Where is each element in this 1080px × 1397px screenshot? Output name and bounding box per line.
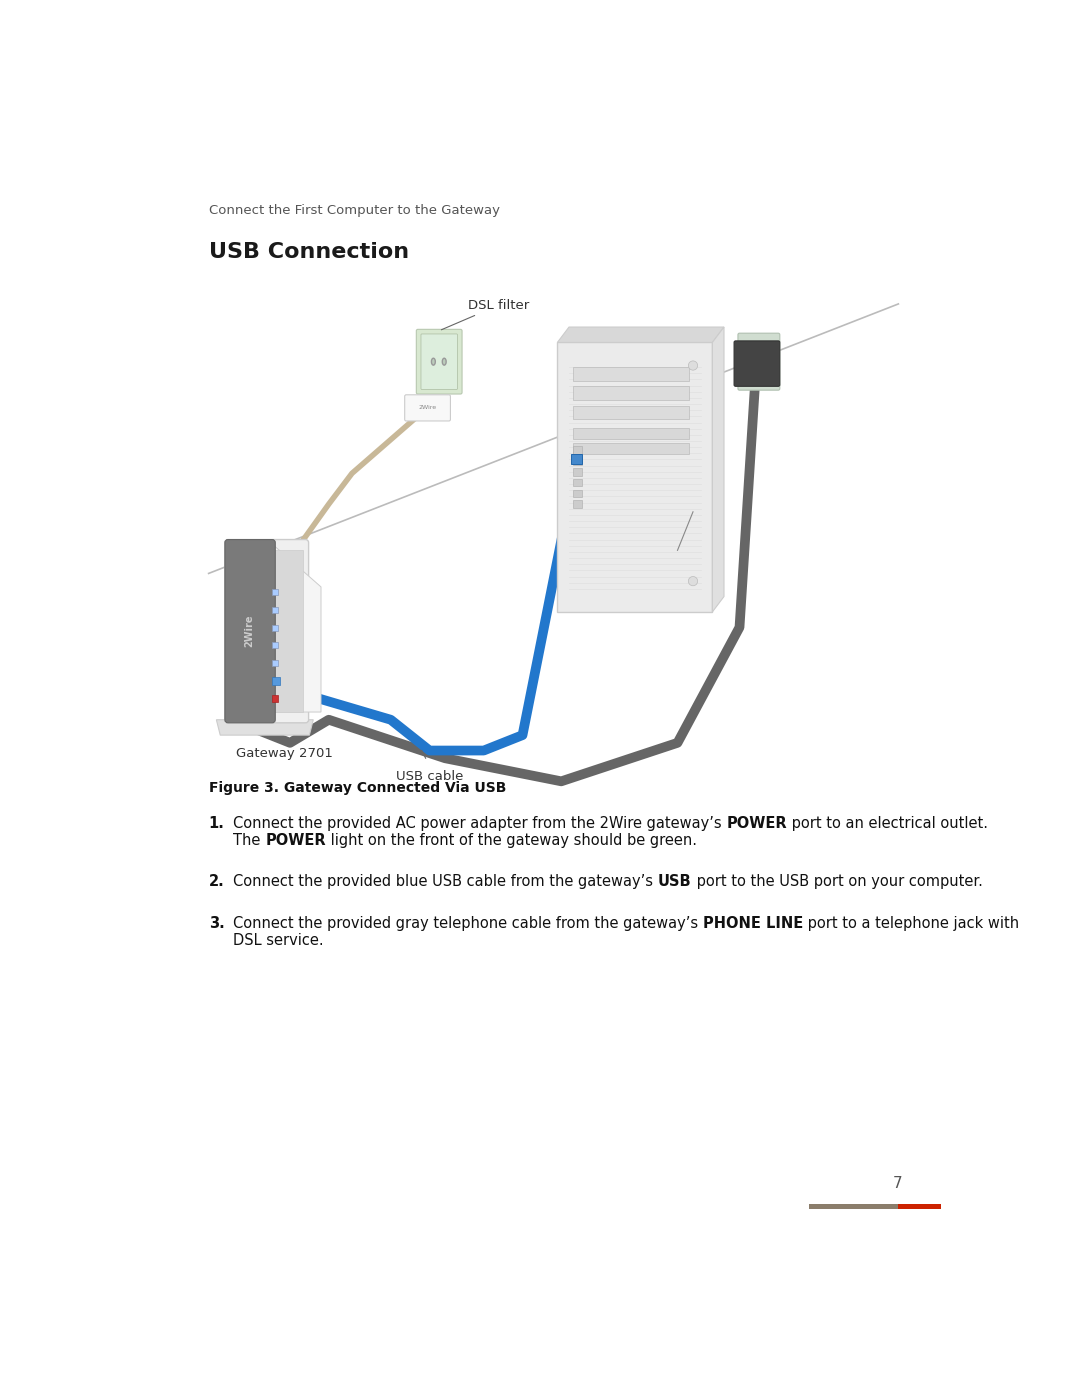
Text: 1.: 1.	[208, 816, 225, 831]
Text: port to a telephone jack with: port to a telephone jack with	[804, 916, 1020, 930]
Bar	[272, 606, 279, 613]
Text: 2.: 2.	[208, 873, 225, 888]
Text: Gateway 2701: Gateway 2701	[235, 746, 333, 760]
Text: POWER: POWER	[266, 833, 326, 848]
FancyBboxPatch shape	[225, 539, 309, 722]
Text: DSL filter: DSL filter	[442, 299, 529, 330]
Text: Connect the provided gray telephone cable from the gateway’s: Connect the provided gray telephone cabl…	[233, 916, 703, 930]
Ellipse shape	[443, 358, 446, 365]
Bar	[572, 500, 582, 509]
Bar	[272, 659, 279, 666]
FancyBboxPatch shape	[734, 341, 780, 387]
Bar	[557, 342, 713, 612]
Text: The: The	[233, 833, 266, 848]
Text: POWER: POWER	[727, 816, 787, 831]
Ellipse shape	[431, 358, 435, 365]
Text: 3.: 3.	[208, 916, 225, 930]
Bar	[272, 590, 279, 595]
FancyBboxPatch shape	[416, 330, 462, 394]
Bar	[572, 367, 689, 381]
Text: 7: 7	[893, 1176, 902, 1192]
Bar	[271, 550, 303, 712]
Polygon shape	[216, 719, 313, 735]
Bar	[572, 427, 689, 439]
Text: PHONE LINE: PHONE LINE	[703, 916, 804, 930]
Bar	[809, 1204, 899, 1208]
FancyBboxPatch shape	[421, 334, 458, 390]
Text: port to the USB port on your computer.: port to the USB port on your computer.	[691, 873, 983, 888]
Bar	[572, 443, 689, 454]
Text: light on the front of the gateway should be green.: light on the front of the gateway should…	[326, 833, 697, 848]
Polygon shape	[713, 327, 724, 612]
Bar	[572, 489, 582, 497]
Bar	[272, 624, 279, 630]
Text: Connect the provided AC power adapter from the 2Wire gateway’s: Connect the provided AC power adapter fr…	[233, 816, 727, 831]
Text: Connect the First Computer to the Gateway: Connect the First Computer to the Gatewa…	[208, 204, 500, 217]
Bar	[272, 643, 279, 648]
Polygon shape	[557, 327, 724, 342]
Text: Figure 3. Gateway Connected Via USB: Figure 3. Gateway Connected Via USB	[208, 781, 507, 795]
Bar	[572, 447, 582, 454]
Bar	[272, 696, 279, 701]
Text: DSL service.: DSL service.	[233, 933, 324, 949]
FancyBboxPatch shape	[405, 395, 450, 420]
Text: port to an electrical outlet.: port to an electrical outlet.	[787, 816, 988, 831]
Bar	[272, 678, 280, 685]
Circle shape	[688, 360, 698, 370]
Text: USB Connection: USB Connection	[208, 242, 408, 263]
Bar	[899, 1204, 941, 1208]
Bar	[572, 479, 582, 486]
Bar	[572, 468, 582, 475]
Text: 2Wire: 2Wire	[418, 405, 436, 411]
Text: USB cable: USB cable	[395, 770, 463, 782]
FancyBboxPatch shape	[738, 334, 780, 390]
Text: 2Wire: 2Wire	[245, 615, 255, 647]
Circle shape	[688, 577, 698, 585]
Bar	[572, 405, 689, 419]
Text: USB: USB	[658, 873, 691, 888]
Polygon shape	[271, 542, 321, 712]
FancyBboxPatch shape	[225, 539, 275, 722]
Bar	[572, 457, 582, 465]
Bar	[572, 387, 689, 400]
Bar	[571, 454, 582, 464]
Text: Connect the provided blue USB cable from the gateway’s: Connect the provided blue USB cable from…	[233, 873, 658, 888]
